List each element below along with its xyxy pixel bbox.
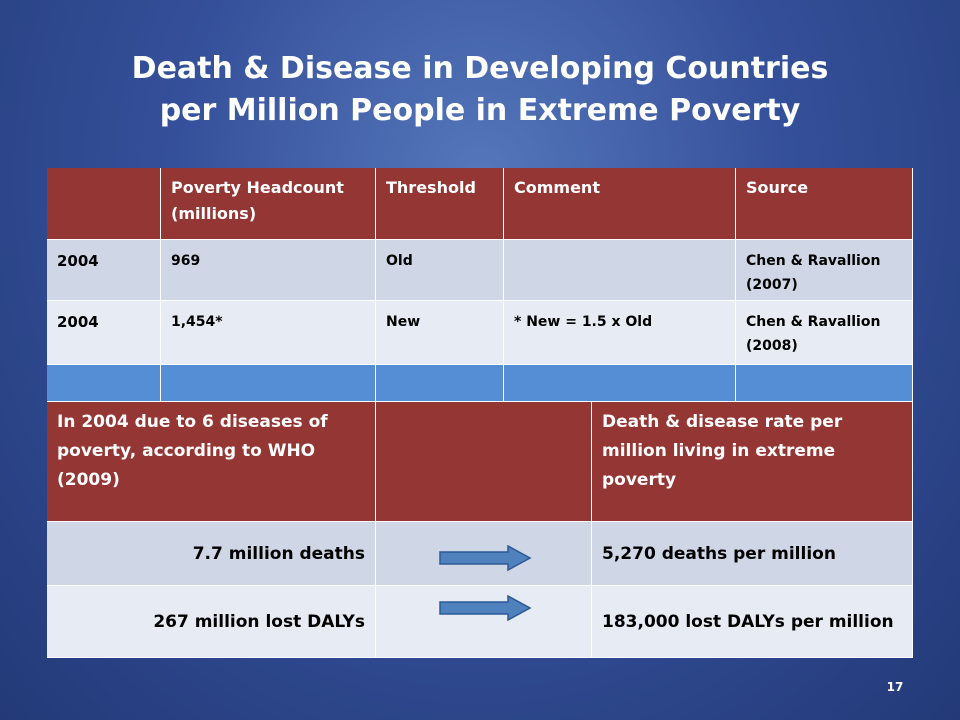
table-cell-threshold: Old bbox=[376, 240, 504, 301]
deaths-total-cell: 7.7 million deaths bbox=[47, 522, 376, 586]
deaths-total: 7.7 million deaths bbox=[192, 543, 365, 564]
table-cell-headcount: 969 bbox=[161, 240, 376, 301]
blank-band-cell bbox=[161, 365, 376, 402]
blank-band-cell bbox=[504, 365, 736, 402]
blank-band-cell bbox=[376, 365, 504, 402]
title-line-2: per Million People in Extreme Poverty bbox=[159, 93, 801, 128]
table-cell-threshold: New bbox=[376, 301, 504, 365]
table-cell-year: 2004 bbox=[47, 240, 161, 301]
dalys-rate-cell: 183,000 lost DALYs per million bbox=[592, 586, 913, 658]
title-line-1: Death & Disease in Developing Countries bbox=[131, 51, 829, 86]
who-header: In 2004 due to 6 diseases of poverty, ac… bbox=[47, 402, 376, 522]
deaths-rate: 5,270 deaths per million bbox=[602, 543, 836, 564]
deaths-rate-cell: 5,270 deaths per million bbox=[592, 522, 913, 586]
dalys-rate: 183,000 lost DALYs per million bbox=[602, 611, 894, 632]
table-cell-source: Chen & Ravallion (2007) bbox=[736, 240, 913, 301]
dalys-total: 267 million lost DALYs bbox=[153, 611, 365, 632]
page-number: 17 bbox=[886, 680, 904, 694]
table-cell-headcount: 1,454* bbox=[161, 301, 376, 365]
arrow-cell bbox=[376, 586, 592, 658]
dalys-total-cell: 267 million lost DALYs bbox=[47, 586, 376, 658]
table-cell-comment bbox=[504, 240, 736, 301]
table-cell-source: Chen & Ravallion (2008) bbox=[736, 301, 913, 365]
rate-header: Death & disease rate per million living … bbox=[592, 402, 913, 522]
table-cell-comment: * New = 1.5 x Old bbox=[504, 301, 736, 365]
table-header-empty bbox=[47, 168, 161, 240]
table-header-comment: Comment bbox=[504, 168, 736, 240]
blank-band-cell bbox=[47, 365, 161, 402]
right-arrow-icon bbox=[439, 594, 532, 622]
table-header-source: Source bbox=[736, 168, 913, 240]
table-cell-year: 2004 bbox=[47, 301, 161, 365]
blank-band-cell bbox=[736, 365, 913, 402]
table-header-threshold: Threshold bbox=[376, 168, 504, 240]
slide-title: Death & Disease in Developing Countries … bbox=[0, 48, 960, 132]
right-arrow-icon bbox=[439, 544, 532, 572]
table-header-poverty-headcount: Poverty Headcount (millions) bbox=[161, 168, 376, 240]
table2-header-middle bbox=[376, 402, 592, 522]
